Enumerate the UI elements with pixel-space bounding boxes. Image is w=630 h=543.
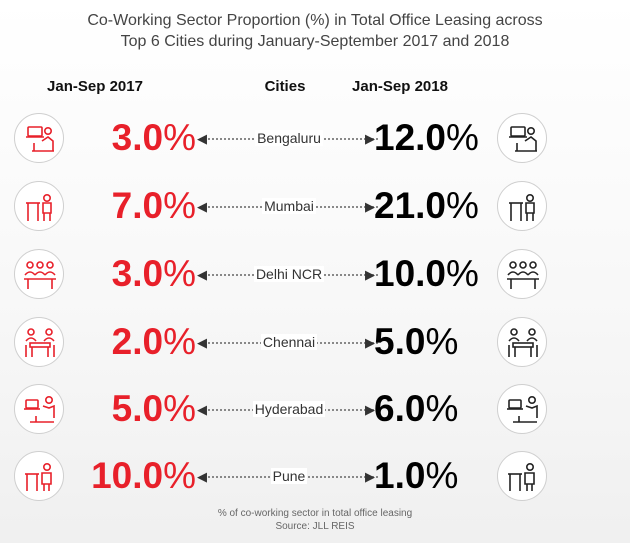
office-icon: [497, 249, 547, 299]
office-icon: [497, 384, 547, 434]
city-label: Pune: [200, 466, 378, 486]
percent-sign: %: [163, 321, 196, 362]
office-icon: [497, 113, 547, 163]
percent-sign: %: [425, 321, 459, 362]
chart-title-line-2: Top 6 Cities during January-September 20…: [120, 33, 510, 50]
table-row: 10.0% ◀ ▶ Pune 1.0%: [0, 448, 630, 508]
value-2017: 3.0%: [76, 114, 196, 162]
arrow-left-icon: ◀: [197, 335, 207, 350]
percent-sign: %: [163, 253, 196, 294]
table-row: 2.0% ◀ ▶ Chennai 5.0%: [0, 314, 630, 374]
office-icon: [14, 384, 64, 434]
value-2018-number: 1.0: [374, 455, 426, 496]
city-name: Chennai: [260, 334, 318, 350]
percent-sign: %: [425, 455, 459, 496]
chart-title-line-1: Co-Working Sector Proportion (%) in Tota…: [87, 12, 543, 29]
table-row: 7.0% ◀ ▶ Mumbai 21.0%: [0, 178, 630, 238]
city-name: Mumbai: [262, 198, 316, 214]
column-header-cities: Cities: [264, 78, 306, 95]
table-row: 3.0% ◀ ▶ Delhi NCR 10.0%: [0, 246, 630, 306]
value-2018-number: 21.0: [374, 185, 447, 226]
city-label: Bengaluru: [200, 128, 378, 148]
percent-sign: %: [446, 117, 479, 158]
city-label: Mumbai: [200, 196, 378, 216]
office-icon: [497, 181, 547, 231]
percent-sign: %: [446, 185, 479, 226]
value-2017: 2.0%: [76, 318, 196, 366]
value-2018: 5.0%: [374, 318, 458, 366]
percent-sign: %: [446, 253, 479, 294]
percent-sign: %: [163, 388, 196, 429]
arrow-left-icon: ◀: [197, 469, 207, 484]
value-2018: 6.0%: [374, 385, 458, 433]
city-label: Chennai: [200, 332, 378, 352]
city-name: Bengaluru: [255, 130, 323, 146]
city-name: Delhi NCR: [253, 266, 325, 282]
table-row: 3.0% ◀ ▶ Bengaluru 12.0%: [0, 110, 630, 170]
column-header-2017: Jan-Sep 2017: [47, 78, 143, 95]
office-icon: [497, 317, 547, 367]
arrow-right-icon: ▶: [365, 267, 375, 282]
arrow-left-icon: ◀: [197, 402, 207, 417]
value-2017-number: 7.0: [111, 185, 164, 226]
arrow-left-icon: ◀: [197, 267, 207, 282]
arrow-right-icon: ▶: [365, 131, 375, 146]
arrow-right-icon: ▶: [365, 469, 375, 484]
city-label: Delhi NCR: [200, 264, 378, 284]
value-2018: 10.0%: [374, 250, 479, 298]
city-label: Hyderabad: [200, 399, 378, 419]
arrow-right-icon: ▶: [365, 402, 375, 417]
value-2017-number: 2.0: [111, 321, 164, 362]
value-2018: 21.0%: [374, 182, 479, 230]
office-icon: [14, 181, 64, 231]
footnote: % of co-working sector in total office l…: [217, 508, 413, 519]
percent-sign: %: [163, 117, 196, 158]
value-2018-number: 10.0: [374, 253, 447, 294]
value-2017-number: 3.0: [111, 253, 164, 294]
percent-sign: %: [425, 388, 459, 429]
city-name: Pune: [270, 468, 308, 484]
arrow-right-icon: ▶: [365, 335, 375, 350]
value-2017-number: 10.0: [91, 455, 164, 496]
value-2017: 7.0%: [76, 182, 196, 230]
office-icon: [14, 113, 64, 163]
value-2018: 12.0%: [374, 114, 479, 162]
city-name: Hyderabad: [252, 401, 326, 417]
arrow-left-icon: ◀: [197, 199, 207, 214]
value-2018: 1.0%: [374, 452, 458, 500]
table-row: 5.0% ◀ ▶ Hyderabad 6.0%: [0, 381, 630, 441]
office-icon: [14, 249, 64, 299]
value-2017: 5.0%: [76, 385, 196, 433]
office-icon: [497, 451, 547, 501]
value-2017: 10.0%: [76, 452, 196, 500]
arrow-left-icon: ◀: [197, 131, 207, 146]
value-2018-number: 12.0: [374, 117, 447, 158]
percent-sign: %: [163, 455, 196, 496]
value-2018-number: 6.0: [374, 388, 426, 429]
value-2017-number: 3.0: [111, 117, 164, 158]
value-2017-number: 5.0: [111, 388, 164, 429]
office-icon: [14, 317, 64, 367]
source-note: Source: JLL REIS: [275, 521, 355, 532]
office-icon: [14, 451, 64, 501]
percent-sign: %: [163, 185, 196, 226]
value-2017: 3.0%: [76, 250, 196, 298]
arrow-right-icon: ▶: [365, 199, 375, 214]
column-header-2018: Jan-Sep 2018: [352, 78, 448, 95]
value-2018-number: 5.0: [374, 321, 426, 362]
